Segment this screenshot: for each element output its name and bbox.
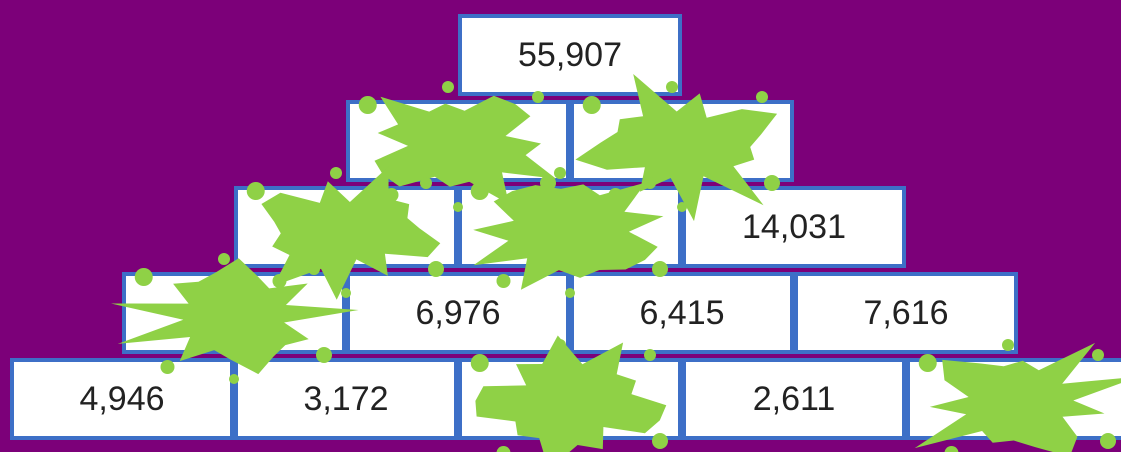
splat-drop (453, 202, 463, 212)
splat-drop (1100, 433, 1116, 449)
splat-drop (644, 349, 656, 361)
splat-drop (532, 91, 544, 103)
splat-drop (1092, 349, 1104, 361)
splat-drop (341, 288, 351, 298)
splat-drop (273, 274, 287, 288)
splat-drop (554, 167, 566, 179)
page: {"pyramid": {"rows": [ ["55,907"], [null… (0, 0, 1121, 452)
brick-value: 55,907 (518, 36, 622, 74)
brick-value: 3,172 (303, 380, 388, 418)
splat-drop (442, 81, 454, 93)
brick-value: 7,616 (863, 294, 948, 332)
splat-drop (428, 261, 444, 277)
brick-value: 6,415 (639, 294, 724, 332)
splat-drop (497, 274, 511, 288)
splat-drop (330, 167, 342, 179)
brick-value: 6,976 (415, 294, 500, 332)
splat-drop (229, 374, 239, 384)
brick-value: 4,946 (79, 380, 164, 418)
splat-drop (218, 253, 230, 265)
splat-drop (161, 360, 175, 374)
splat-drop (644, 177, 656, 189)
splat-drop (756, 91, 768, 103)
splat-drop (565, 288, 575, 298)
splat-drop (652, 433, 668, 449)
splat-drop (316, 347, 332, 363)
splat-drop (359, 96, 377, 114)
splat-drop (308, 263, 320, 275)
splat-drop (471, 182, 489, 200)
splat-drop (677, 202, 687, 212)
splat-drop (1002, 339, 1014, 351)
splat-drop (247, 182, 265, 200)
brick-value: 2,611 (753, 380, 836, 418)
pyramid-puzzle: 55,907 14,031 6,976 6,415 7,616 4,946 3,172 2,6… (0, 0, 1121, 452)
splat-drop (764, 175, 780, 191)
splat-drop (135, 268, 153, 286)
splat-drop (420, 177, 432, 189)
splat-drop (652, 261, 668, 277)
splat-drop (554, 339, 566, 351)
splat-drop (666, 81, 678, 93)
splat-drop (583, 96, 601, 114)
splat-drop (471, 354, 489, 372)
brick-value: 14,031 (742, 208, 846, 246)
splat-drop (919, 354, 937, 372)
